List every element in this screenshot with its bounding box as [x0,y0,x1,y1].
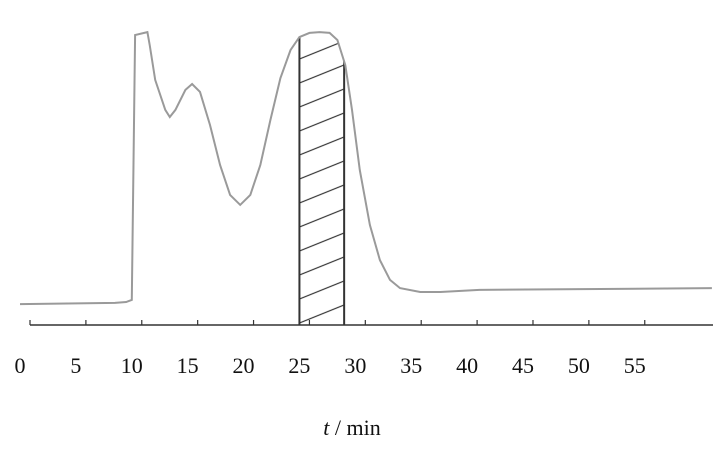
x-tick-label: 15 [177,353,199,378]
trace-line [19,30,712,306]
x-tick-label: 5 [70,353,81,378]
x-tick-label: 35 [400,353,422,378]
x-tick-label: 50 [568,353,590,378]
x-tick-label: 10 [121,353,143,378]
x-tick-label: 20 [233,353,255,378]
x-axis-label: t / min [323,415,380,440]
x-label-unit: / min [335,415,381,440]
x-tick-label: 45 [512,353,534,378]
x-tick-label: 30 [344,353,366,378]
shaded-region [298,32,346,325]
x-tick-label: 55 [624,353,646,378]
x-label-symbol: t [323,415,330,440]
x-tick-label: 40 [456,353,478,378]
x-tick-label: 0 [15,353,26,378]
hatch [299,32,345,325]
x-tick-label: 25 [288,353,310,378]
